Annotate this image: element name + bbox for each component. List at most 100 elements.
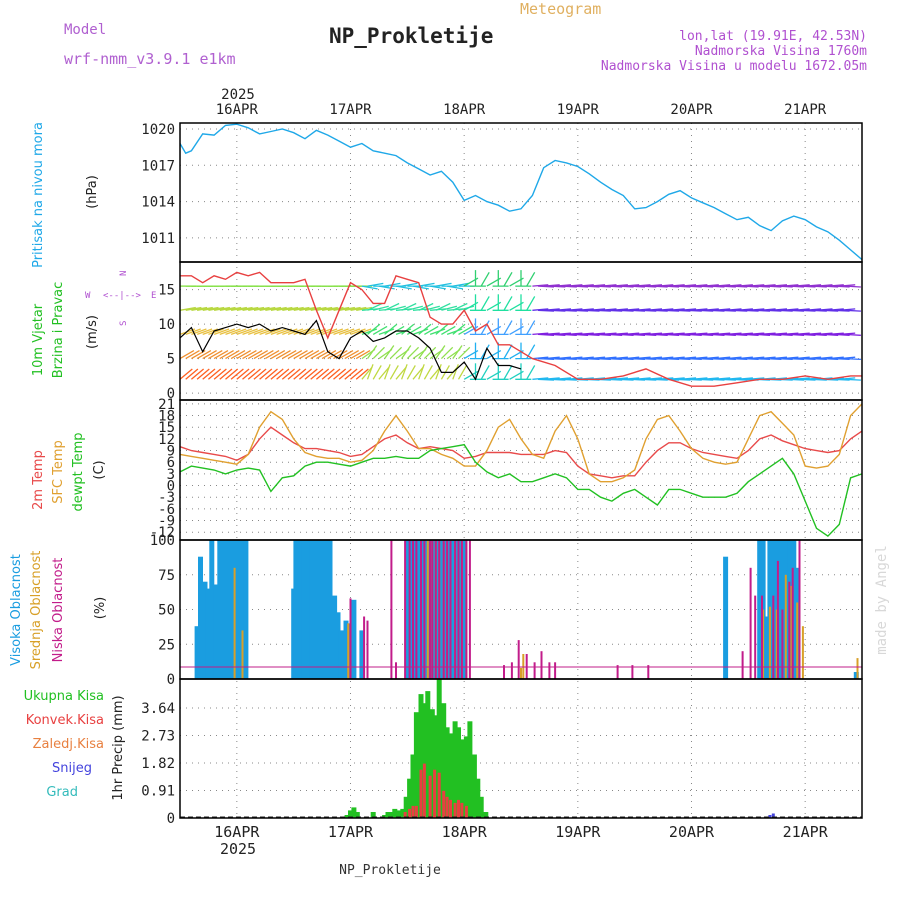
cloud-bar: [798, 540, 801, 679]
panel-frame: [179, 678, 863, 819]
wind-arrow: [293, 350, 308, 360]
wind-arrow: [366, 345, 378, 359]
wind-arrow: [435, 364, 442, 380]
wind-arrow: [225, 368, 239, 380]
wind-arrow: [418, 345, 429, 359]
cloud-bar: [761, 595, 763, 679]
compass-s: S: [119, 321, 129, 326]
wind-arrow: [207, 368, 222, 380]
wind-arrow: [748, 284, 765, 287]
wind-arrow: [480, 365, 490, 380]
precip-bar: [428, 775, 432, 818]
wind-arrow: [435, 323, 449, 335]
top-date-label: 17APR: [329, 102, 372, 118]
wind-arrow: [304, 306, 321, 311]
precip-bar: [418, 694, 424, 818]
wind-arrow: [782, 356, 799, 360]
precip-bar: [771, 813, 775, 818]
cloud-bar: [298, 540, 303, 679]
footer-title: NP_Prokletije: [339, 863, 441, 878]
cloud-unit: (%): [93, 597, 108, 620]
precip-bar: [395, 810, 401, 818]
cloud-bar: [233, 567, 236, 679]
temp-tick-label: 15: [158, 420, 175, 436]
cloud-bar: [225, 540, 231, 679]
wind-ylabel: 10m Vjetar: [31, 303, 46, 376]
cloud-bar: [853, 672, 859, 679]
wind-arrow: [321, 350, 337, 360]
wind-arrow: [691, 332, 708, 336]
wind-arrow: [299, 306, 316, 311]
cloud-bar: [772, 595, 775, 679]
wind-arrow: [400, 364, 408, 380]
wind-arrow: [680, 377, 697, 380]
precip-bar: [351, 807, 357, 818]
wind-arrow: [771, 332, 788, 336]
cloud-bar: [540, 651, 543, 679]
cloud-ylabel-mid: Srednja Oblacnost: [29, 551, 44, 670]
wind-arrow: [264, 350, 280, 360]
wind-arrow: [480, 296, 490, 311]
precip-unit: 1hr Precip (mm): [111, 695, 126, 800]
wind-arrow: [623, 356, 640, 360]
wind-arrow: [253, 350, 269, 360]
cloud-bar: [764, 616, 769, 679]
wind-arrow: [452, 364, 459, 380]
wind-arrow: [577, 308, 594, 311]
cloud-bar: [423, 540, 426, 679]
wind-arrow: [793, 284, 810, 287]
wind-tick-label: 0: [167, 386, 175, 402]
wind-arrow: [372, 325, 388, 335]
wind-arrow: [457, 365, 468, 380]
wind-arrow: [668, 332, 685, 336]
wind-arrow: [771, 284, 788, 287]
wind-arrow: [725, 356, 742, 360]
legend-konvek-kisa: Konvek.Kisa: [26, 713, 104, 728]
wind-arrow: [230, 328, 247, 336]
cloud-bar: [243, 540, 249, 679]
wind-arrow: [367, 323, 381, 335]
wind-arrow: [480, 271, 490, 287]
wind-arrow: [435, 302, 451, 311]
wind-arrow: [378, 366, 390, 380]
cloud-bar: [790, 585, 793, 679]
wind-arrow: [844, 357, 861, 361]
wind-arrow: [196, 306, 213, 311]
cloud-bar: [768, 606, 771, 679]
wind-arrow: [645, 284, 663, 287]
wind-arrow: [310, 368, 324, 380]
wind-tick-label: 15: [158, 283, 175, 299]
bottom-date-label: 21APR: [783, 823, 829, 841]
wind-speed-line: [179, 319, 522, 381]
wind-arrow: [805, 356, 822, 360]
wind-arrow: [702, 332, 719, 336]
wind-arrow: [634, 356, 651, 360]
precip-bar: [441, 703, 447, 818]
wind-arrow: [844, 378, 861, 381]
cloud-bar: [723, 556, 729, 679]
wind-arrow: [793, 356, 810, 360]
wind-arrow: [480, 320, 490, 335]
legend-snijeg: Snijeg: [52, 761, 92, 776]
precip-bar: [400, 808, 406, 818]
wind-arrow: [844, 285, 861, 288]
wind-arrow: [202, 350, 217, 360]
cloud-panel: 100 75 50 25 0: [150, 533, 862, 688]
cloud-bar: [198, 556, 203, 679]
model-value: wrf-nmm_v3.9.1 e1km: [64, 50, 236, 68]
wind-arrow: [827, 284, 844, 287]
cloud-bar: [457, 540, 460, 679]
precip-tick-label: 2.73: [141, 729, 175, 745]
wind-arrow: [293, 368, 307, 380]
precip-bar: [421, 703, 427, 818]
precip-bar: [388, 812, 394, 818]
wind-ylabel-2: Brzina i Pravac: [51, 282, 66, 379]
wind-arrow: [503, 296, 513, 311]
wind-arrow: [390, 305, 406, 311]
temp-tick-label: 0: [167, 479, 175, 495]
cloud-tick-label: 50: [158, 603, 175, 619]
wind-arrow: [748, 377, 765, 380]
wind-arrow: [350, 350, 365, 360]
compass-n: N: [119, 271, 129, 276]
cloud-bar: [293, 540, 299, 679]
